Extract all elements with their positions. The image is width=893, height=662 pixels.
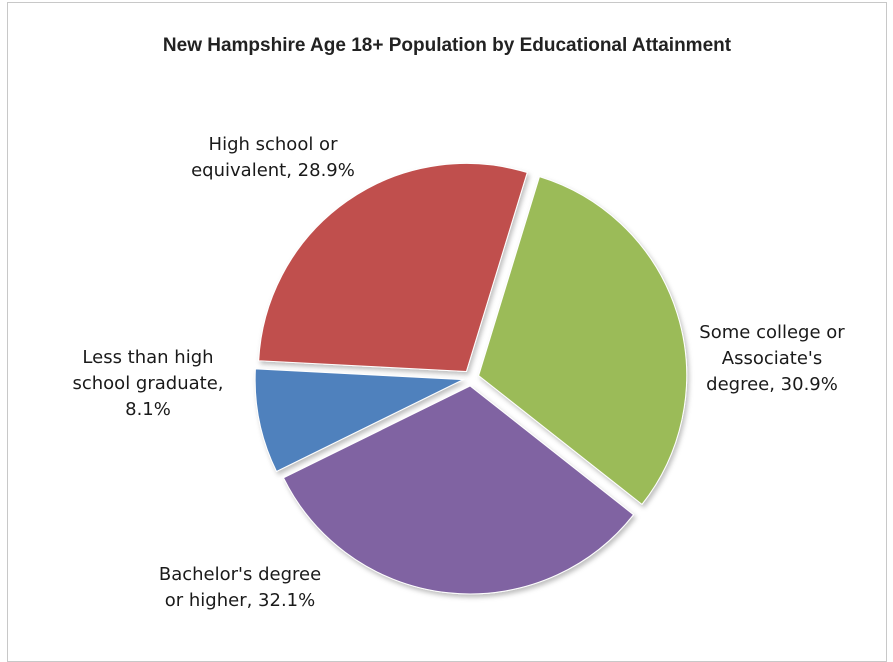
slice-label-line: 8.1% <box>125 399 171 420</box>
slice-label-line: Bachelor's degree <box>159 564 321 585</box>
slice-label-line: Less than high <box>82 347 213 368</box>
slice-label-line: equivalent, 28.9% <box>191 160 355 181</box>
slice-label: Bachelor's degree or higher, 32.1% <box>159 564 321 611</box>
slice-label-line: Some college or <box>699 322 845 343</box>
pie-slice <box>254 368 466 473</box>
slice-label: Less than high school graduate, 8.1% <box>72 347 223 420</box>
slice-label-line: High school or <box>209 134 339 155</box>
slice-label-line: degree, 30.9% <box>706 374 838 395</box>
slice-label: Some college or Associate's degree, 30.9% <box>699 322 845 395</box>
pie-slice <box>258 162 528 372</box>
chart-title: New Hampshire Age 18+ Population by Educ… <box>162 35 732 56</box>
pie-slice <box>282 385 635 595</box>
pie-slice <box>478 176 688 506</box>
slice-label-line: school graduate, <box>72 373 223 394</box>
slice-label: High school or equivalent, 28.9% <box>191 134 355 181</box>
slice-label-line: or higher, 32.1% <box>165 590 315 611</box>
slice-label-line: Associate's <box>722 348 822 369</box>
